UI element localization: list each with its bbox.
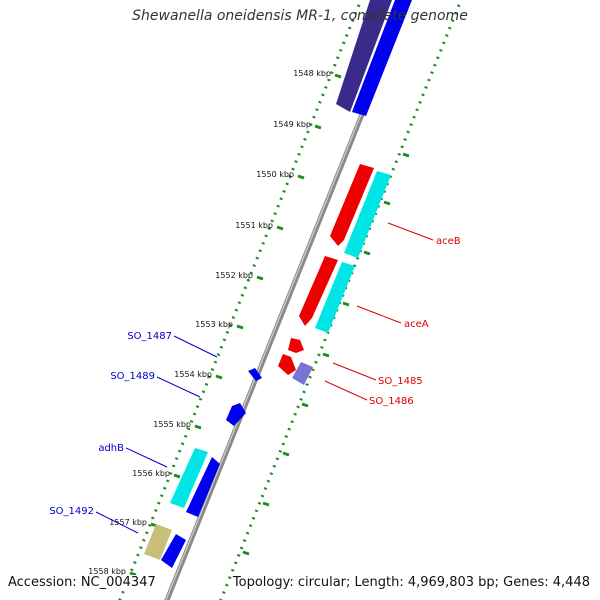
label-adhB: adhB (98, 443, 124, 454)
kbp-scale: 1548 kbp 1549 kbp 1550 kbp 1551 kbp 1552 kbp… (88, 69, 342, 577)
label-aceA: aceA (404, 319, 429, 330)
kbp-label: 1557 kbp (109, 518, 147, 527)
gene-SO_1485-b (278, 354, 296, 375)
features (144, 0, 412, 568)
gene-labels: aceB aceA SO_1485 SO_1486 SO_1487 SO_148… (49, 236, 460, 517)
map-title: Shewanella oneidensis MR-1, complete gen… (132, 8, 468, 24)
kbp-label: 1550 kbp (256, 170, 294, 179)
kbp-tick (334, 73, 342, 79)
gene-SO_1486 (292, 362, 313, 385)
kbp-label: 1553 kbp (195, 320, 233, 329)
label-SO_1492: SO_1492 (49, 506, 94, 517)
kbp-label: 1555 kbp (153, 420, 191, 429)
label-SO_1489: SO_1489 (110, 371, 155, 382)
gene-SO_1492 (161, 534, 186, 568)
right-track-ticks (242, 152, 410, 556)
kbp-tick (276, 225, 284, 231)
kbp-label: 1549 kbp (273, 120, 311, 129)
kbp-label: 1554 kbp (174, 370, 212, 379)
kbp-label: 1558 kbp (88, 567, 126, 576)
kbp-label: 1548 kbp (293, 69, 331, 78)
label-SO_1487: SO_1487 (127, 331, 172, 342)
gene-SO_1489 (226, 403, 246, 426)
gene-SO_1485 (288, 338, 304, 353)
gene-adhB (186, 457, 220, 517)
topology-text: Topology: circular; Length: 4,969,803 bp… (232, 575, 590, 590)
accession-text: Accession: NC_004347 (8, 575, 156, 590)
kbp-tick (215, 374, 223, 380)
kbp-tick (194, 424, 202, 430)
kbp-tick (236, 324, 244, 330)
kbp-tick (297, 174, 305, 180)
label-SO_1485: SO_1485 (378, 376, 423, 387)
blue-gene-top (352, 0, 412, 116)
gene-aceB (330, 164, 374, 246)
kbp-tick (314, 124, 322, 130)
label-SO_1486: SO_1486 (369, 396, 414, 407)
label-leaders (95, 222, 434, 534)
label-aceB: aceB (436, 236, 461, 247)
kbp-label: 1551 kbp (235, 221, 273, 230)
gene-aceA (299, 256, 338, 326)
kbp-tick (256, 275, 264, 281)
kbp-label: 1552 kbp (215, 271, 253, 280)
cds-aceB (344, 171, 391, 258)
gene-SO_1487 (248, 368, 262, 381)
cds-adhB (170, 448, 208, 508)
cds-aceA (315, 262, 355, 333)
dark-navy-gene-top (336, 0, 392, 112)
kbp-tick (173, 473, 181, 479)
kbp-tick (129, 571, 137, 577)
cds-SO_1492 (144, 524, 172, 560)
kbp-label: 1556 kbp (132, 469, 170, 478)
